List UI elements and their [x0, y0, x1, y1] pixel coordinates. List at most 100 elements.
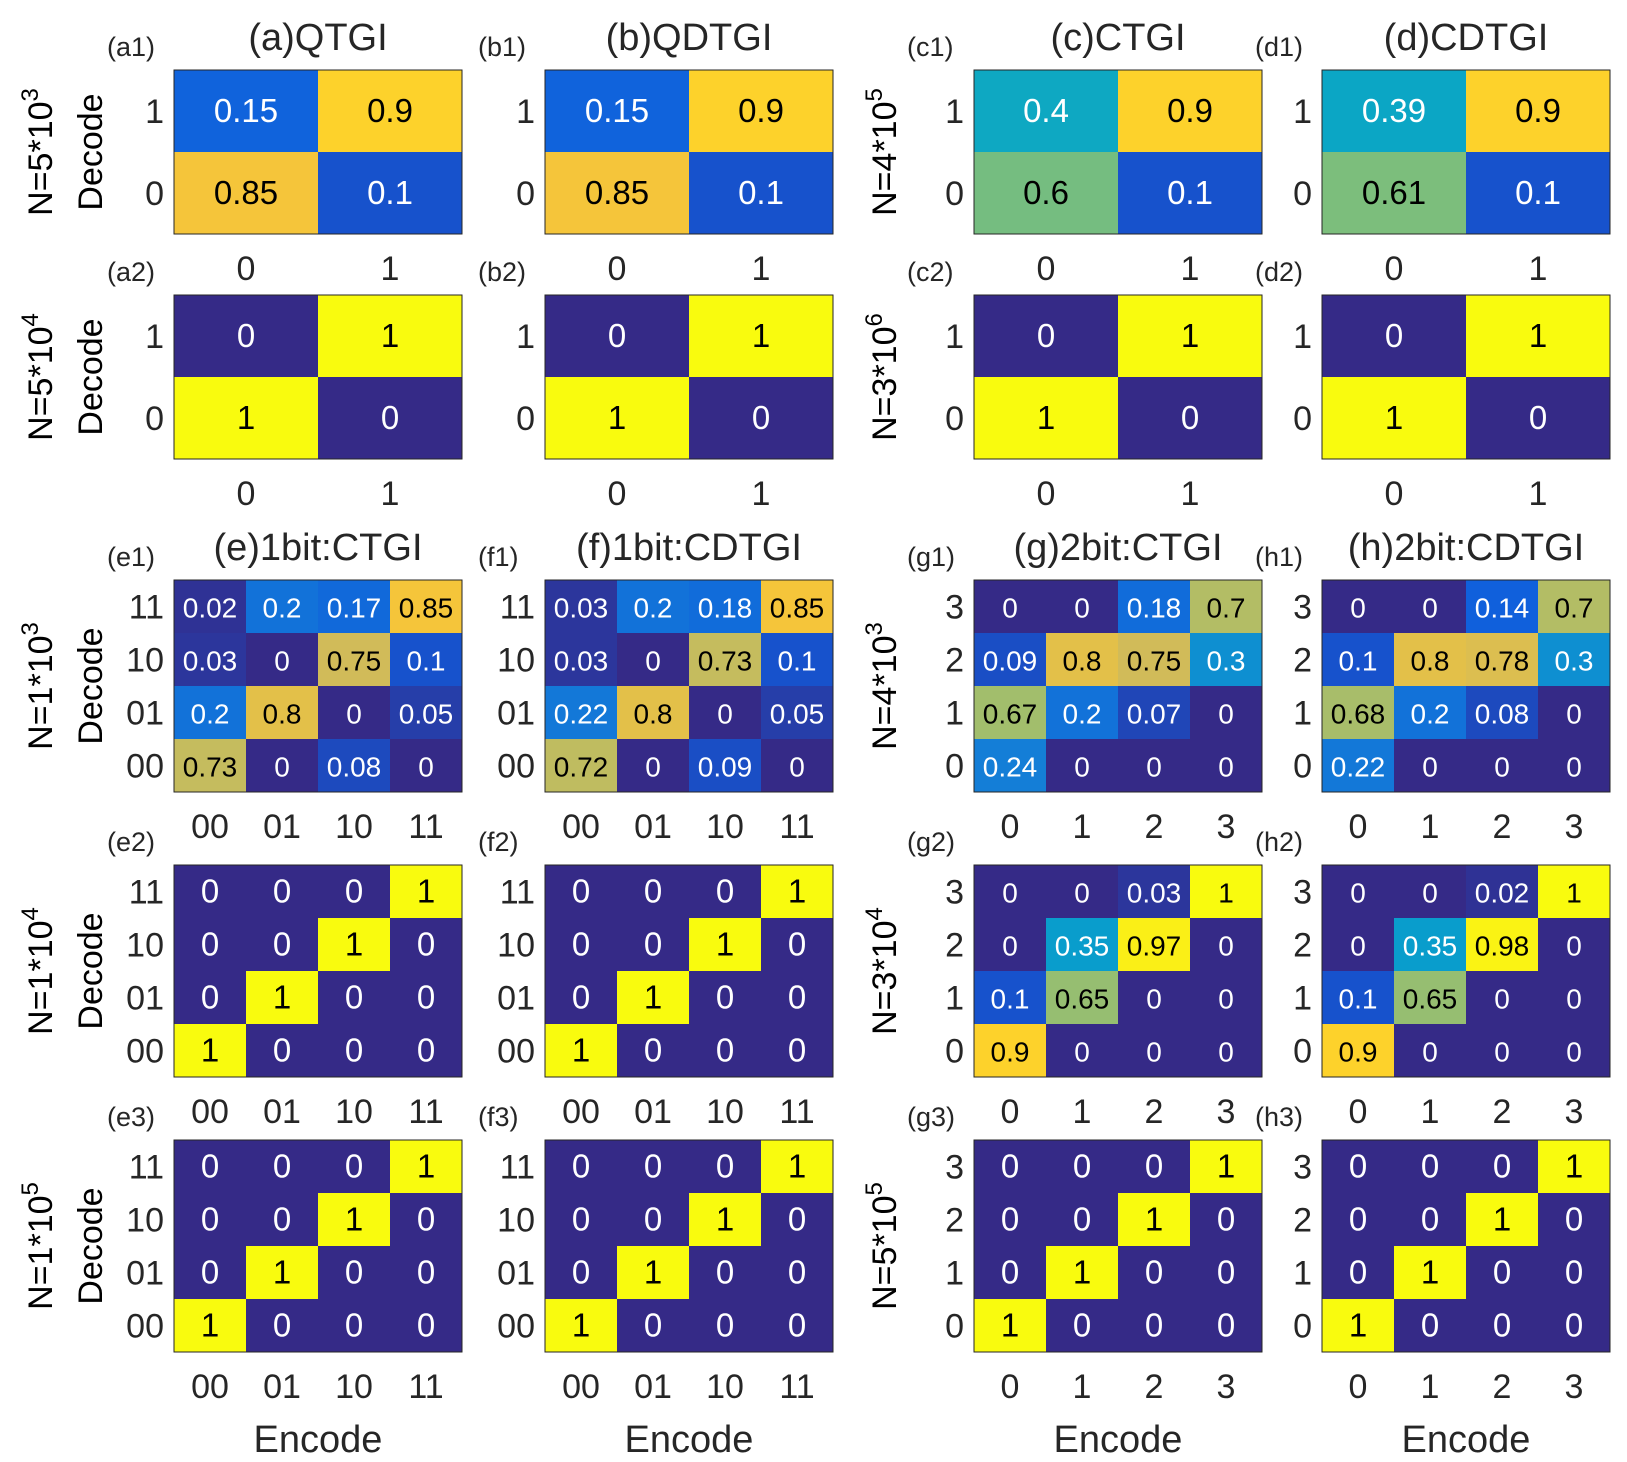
panel-title-g1: (g)2bit:CTGI	[1013, 527, 1222, 569]
heatmap-cell-g2-r2-c0	[974, 918, 1046, 971]
y-tick-label-h2-0: 0	[1293, 1033, 1312, 1071]
heatmap-cell-g1-r3-c1	[1046, 580, 1118, 633]
cell-value-label-f1-r0-c3: 0	[789, 752, 805, 783]
heatmap-cell-e3-r3-c2	[318, 1140, 390, 1193]
heatmap-cell-g1-r3-c3	[1190, 580, 1262, 633]
heatmap-cell-h2-r1-c3	[1538, 971, 1610, 1024]
y-tick-label-e3-0: 00	[126, 1308, 164, 1346]
cell-value-label-g2-r3-c0: 0	[1002, 878, 1018, 909]
panel-label-g1: (g1)	[907, 542, 955, 572]
cell-value-label-a2-r1-c1: 1	[381, 317, 399, 354]
heatmap-cell-h3-r2-c0	[1322, 1193, 1394, 1246]
x-tick-label-b2-1: 1	[752, 475, 771, 513]
cell-value-label-e2-r1-c0: 0	[201, 979, 219, 1016]
heatmap-cell-g3-r0-c3	[1190, 1299, 1262, 1352]
row-label-e3: N=1*105	[17, 1182, 60, 1310]
cell-value-label-h3-r0-c0: 1	[1349, 1307, 1367, 1344]
heatmap-cell-e1-r3-c1	[246, 580, 318, 633]
cell-value-label-a2-r0-c0: 1	[237, 399, 255, 436]
heatmap-cell-h2-r0-c3	[1538, 1024, 1610, 1077]
cell-value-label-h3-r1-c1: 1	[1421, 1254, 1439, 1291]
cell-value-label-h1-r2-c0: 0.1	[1339, 646, 1378, 677]
cell-value-label-f2-r3-c2: 0	[716, 873, 734, 910]
heatmap-cell-h3-r3-c3	[1538, 1140, 1610, 1193]
y-tick-label-d1-0: 0	[1293, 175, 1312, 213]
cell-value-label-d1-r0-c0: 0.61	[1362, 174, 1426, 211]
cell-value-label-g3-r3-c1: 0	[1073, 1148, 1091, 1185]
panel-frame-h2	[1321, 864, 1611, 1078]
cell-value-label-f2-r3-c1: 0	[644, 873, 662, 910]
panel-label-h2: (h2)	[1255, 827, 1303, 857]
heatmap-cell-f1-r1-c2	[689, 686, 761, 739]
x-tick-label-h1-2: 2	[1493, 808, 1512, 846]
cell-value-label-g2-r3-c3: 1	[1218, 878, 1234, 909]
y-tick-label-h2-2: 2	[1293, 927, 1312, 965]
cell-value-label-g3-r0-c0: 1	[1001, 1307, 1019, 1344]
heatmap-cell-h3-r3-c2	[1466, 1140, 1538, 1193]
panel-frame-c1	[973, 69, 1263, 235]
cell-value-label-h1-r3-c3: 0.7	[1555, 593, 1594, 624]
cell-value-label-g3-r1-c0: 0	[1001, 1254, 1019, 1291]
heatmap-cell-g1-r1-c2	[1118, 686, 1190, 739]
row-label-e2: N=1*104	[17, 907, 60, 1035]
y-tick-label-c2-1: 1	[945, 318, 964, 356]
heatmap-cell-f3-r0-c3	[761, 1299, 833, 1352]
heatmap-cell-e2-r1-c1	[246, 971, 318, 1024]
heatmap-cell-h2-r3-c2	[1466, 865, 1538, 918]
cell-value-label-g1-r2-c0: 0.09	[983, 646, 1038, 677]
heatmap-cell-e3-r2-c0	[174, 1193, 246, 1246]
cell-value-label-g3-r1-c3: 0	[1217, 1254, 1235, 1291]
cell-value-label-a1-r1-c1: 0.9	[367, 92, 413, 129]
cell-value-label-h1-r1-c1: 0.2	[1411, 699, 1450, 730]
y-tick-label-c2-0: 0	[945, 400, 964, 438]
heatmap-cell-g1-r2-c2	[1118, 633, 1190, 686]
cell-value-label-f1-r3-c1: 0.2	[634, 593, 673, 624]
cell-value-label-f1-r2-c1: 0	[645, 646, 661, 677]
cell-value-label-e2-r3-c0: 0	[201, 873, 219, 910]
cell-value-label-g2-r3-c2: 0.03	[1127, 878, 1182, 909]
heatmap-cell-e1-r3-c2	[318, 580, 390, 633]
x-tick-label-g3-1: 1	[1073, 1368, 1092, 1406]
heatmap-cell-e1-r0-c3	[390, 739, 462, 792]
panel-title-h1: (h)2bit:CDTGI	[1348, 527, 1584, 569]
x-tick-label-e3-2: 10	[335, 1368, 373, 1406]
cell-value-label-h3-r1-c2: 0	[1493, 1254, 1511, 1291]
heatmap-cell-g3-r1-c1	[1046, 1246, 1118, 1299]
heatmap-cell-a2-r1-c0	[174, 295, 318, 377]
panel-b1: 0.85 0.1 0.15 0.9 0 1 0 1 (b1) (b)QDTGI	[478, 17, 834, 288]
cell-value-label-e2-r3-c3: 1	[417, 873, 435, 910]
heatmap-cell-e3-r2-c2	[318, 1193, 390, 1246]
x-tick-label-e1-1: 01	[263, 808, 301, 846]
cell-value-label-h2-r0-c2: 0	[1494, 1037, 1510, 1068]
heatmap-cell-e1-r0-c2	[318, 739, 390, 792]
cell-value-label-g1-r1-c2: 0.07	[1127, 699, 1182, 730]
cell-value-label-g2-r0-c3: 0	[1218, 1037, 1234, 1068]
cell-value-label-e3-r3-c1: 0	[273, 1148, 291, 1185]
cell-value-label-g2-r1-c1: 0.65	[1055, 984, 1110, 1015]
cell-value-label-e1-r0-c0: 0.73	[183, 752, 238, 783]
cell-value-label-f3-r1-c1: 1	[644, 1254, 662, 1291]
cell-value-label-g2-r1-c2: 0	[1146, 984, 1162, 1015]
heatmap-cell-h2-r3-c3	[1538, 865, 1610, 918]
heatmap-cell-a2-r0-c0	[174, 377, 318, 459]
cell-value-label-f3-r1-c3: 0	[788, 1254, 806, 1291]
panel-label-g3: (g3)	[907, 1102, 955, 1132]
cell-value-label-f3-r2-c1: 0	[644, 1201, 662, 1238]
heatmap-cell-f1-r1-c0	[545, 686, 617, 739]
cell-value-label-e1-r0-c3: 0	[418, 752, 434, 783]
x-tick-label-h2-1: 1	[1421, 1093, 1440, 1131]
y-tick-label-b2-1: 1	[516, 318, 535, 356]
x-tick-label-f1-0: 00	[562, 808, 600, 846]
heatmap-cell-e1-r3-c0	[174, 580, 246, 633]
heatmap-cell-h1-r1-c1	[1394, 686, 1466, 739]
heatmap-cell-c1-r1-c0	[974, 70, 1118, 152]
heatmap-cell-e1-r2-c3	[390, 633, 462, 686]
panel-title-e1: (e)1bit:CTGI	[213, 527, 422, 569]
cell-value-label-c2-r1-c0: 0	[1037, 317, 1055, 354]
heatmap-cell-g1-r1-c0	[974, 686, 1046, 739]
cell-value-label-h3-r0-c1: 0	[1421, 1307, 1439, 1344]
heatmap-cell-g1-r0-c2	[1118, 739, 1190, 792]
y-tick-label-f2-3: 11	[500, 874, 535, 912]
panel-label-a1: (a1)	[107, 32, 155, 62]
